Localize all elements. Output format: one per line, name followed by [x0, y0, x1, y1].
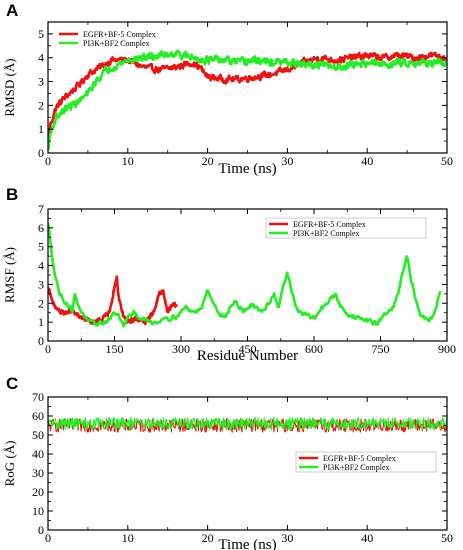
x-tick-label: 450: [239, 342, 257, 356]
y-tick-label: 70: [32, 390, 44, 404]
legend-label: EGFR+BF-5 Complex: [323, 454, 396, 463]
x-tick-label: 40: [361, 154, 373, 168]
x-tick-label: 10: [122, 154, 134, 168]
legend-label: EGFR+BF-5 Complex: [83, 30, 156, 39]
panel-letter: C: [6, 374, 18, 393]
x-tick-label: 20: [202, 154, 214, 168]
x-tick-label: 750: [372, 342, 390, 356]
legend-box: [295, 451, 437, 473]
series-line-pi3k-bf2-complex: [48, 49, 447, 151]
series-line-pi3k-bf2-complex: [48, 416, 447, 431]
legend-label: PI3K+BF2 Complex: [83, 39, 150, 48]
y-tick-label: 60: [32, 409, 44, 423]
series-line-pi3k-bf2-complex: [48, 222, 442, 328]
series-line-egfr-bf-5-complex: [48, 51, 447, 148]
y-tick-label: 0: [38, 334, 44, 348]
y-tick-label: 3: [38, 75, 44, 89]
x-tick-label: 300: [172, 342, 190, 356]
x-tick-label: 10: [122, 531, 134, 545]
y-tick-label: 4: [38, 259, 44, 273]
y-axis-label: RoG (Å): [2, 441, 17, 487]
legend-box: [265, 217, 427, 239]
x-tick-label: 20: [202, 531, 214, 545]
legend-label: PI3K+BF2 Complex: [293, 229, 360, 238]
x-tick-label: 0: [45, 154, 51, 168]
y-tick-label: 10: [32, 504, 44, 518]
y-tick-label: 6: [38, 221, 44, 235]
y-axis-label: RMSF (Å): [2, 247, 17, 303]
y-tick-label: 1: [38, 122, 44, 136]
legend-label: EGFR+BF-5 Complex: [293, 220, 366, 229]
panel-letter: A: [6, 1, 18, 20]
y-tick-label: 3: [38, 277, 44, 291]
y-tick-label: 5: [38, 27, 44, 41]
x-tick-label: 900: [438, 342, 456, 356]
y-tick-label: 7: [38, 202, 44, 216]
series-line-egfr-bf-5-complex: [48, 275, 178, 326]
y-tick-label: 1: [38, 315, 44, 329]
x-tick-label: 600: [305, 342, 323, 356]
panel-letter: B: [6, 185, 18, 204]
x-tick-label: 0: [45, 531, 51, 545]
x-tick-label: 150: [106, 342, 124, 356]
x-axis-label: Time (ns): [218, 161, 276, 177]
y-tick-label: 2: [38, 296, 44, 310]
y-tick-label: 4: [38, 51, 44, 65]
chart-panel-a: A 0 10 20 30 40 50 0 1 2 3 4 5 Time (ns) RMSD (Å) EGFR+…: [2, 1, 453, 177]
y-axis-label: RMSD (Å): [2, 58, 17, 116]
x-tick-label: 30: [281, 531, 293, 545]
y-tick-label: 30: [32, 466, 44, 480]
legend-box: [56, 28, 166, 48]
x-axis-label: Time (ns): [218, 537, 276, 550]
y-tick-label: 2: [38, 98, 44, 112]
x-axis-label: Residue Number: [197, 348, 298, 364]
x-tick-label: 40: [361, 531, 373, 545]
y-tick-label: 20: [32, 485, 44, 499]
x-tick-label: 30: [281, 154, 293, 168]
x-tick-label: 50: [441, 531, 453, 545]
x-tick-label: 0: [45, 342, 51, 356]
x-tick-label: 50: [441, 154, 453, 168]
y-tick-label: 50: [32, 428, 44, 442]
y-tick-label: 0: [38, 146, 44, 160]
y-tick-label: 5: [38, 240, 44, 254]
y-tick-label: 40: [32, 447, 44, 461]
y-tick-label: 0: [38, 523, 44, 537]
legend-label: PI3K+BF2 Complex: [323, 463, 390, 472]
